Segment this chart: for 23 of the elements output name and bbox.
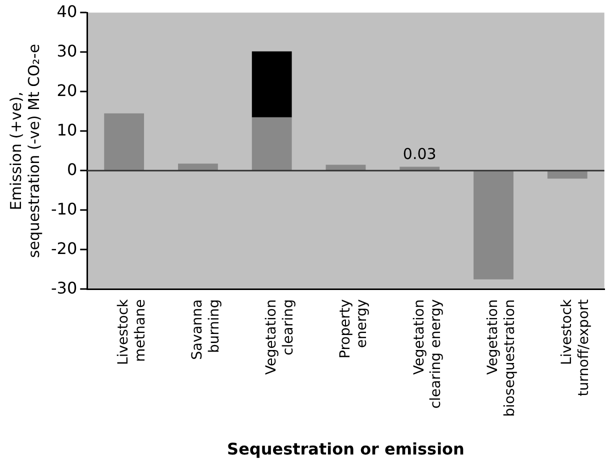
bar bbox=[252, 51, 292, 118]
annotation: 0.03 bbox=[402, 145, 436, 164]
y-tick-label: -20 bbox=[50, 238, 78, 258]
y-tick-label: -30 bbox=[50, 278, 78, 298]
y-tick-label: 40 bbox=[56, 2, 78, 21]
y-tick-label: 30 bbox=[56, 41, 78, 60]
x-tick-label: Livestock methane bbox=[116, 298, 149, 365]
y-tick-label: 0 bbox=[66, 160, 78, 179]
y-tick-label: 20 bbox=[56, 80, 78, 100]
bar bbox=[400, 166, 440, 170]
x-tick-label: Savanna burning bbox=[190, 299, 222, 360]
y-tick-label: 10 bbox=[56, 120, 78, 140]
x-tick-label: Vegetation clearing bbox=[263, 299, 296, 375]
bar bbox=[178, 164, 218, 170]
bar bbox=[474, 171, 514, 280]
bar bbox=[252, 117, 292, 170]
bar bbox=[547, 171, 588, 179]
bar bbox=[104, 113, 144, 170]
bar bbox=[326, 164, 366, 170]
x-axis-title: Sequestration or emission bbox=[227, 440, 464, 459]
y-axis-title: Emission (+ve), sequestration (-ve) Mt CO₂-e bbox=[6, 44, 43, 258]
y-tick-label: -10 bbox=[50, 199, 78, 218]
x-tick-label: Property energy bbox=[337, 299, 370, 358]
